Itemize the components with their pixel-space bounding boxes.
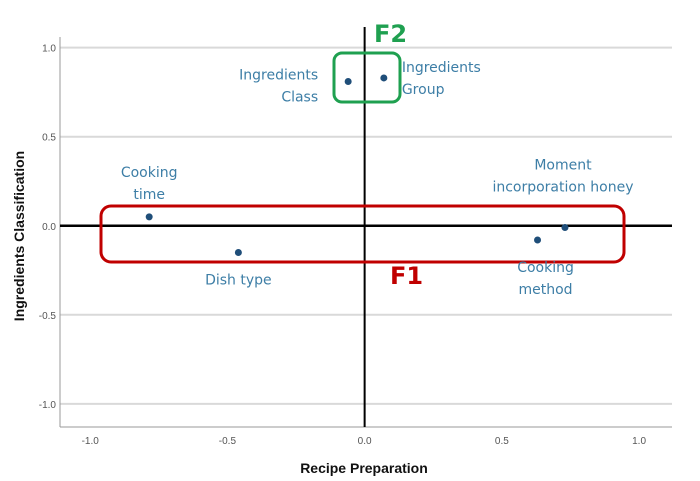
x-tick-label: 1.0 xyxy=(632,436,646,447)
data-point xyxy=(380,74,388,82)
point-label-line: Group xyxy=(402,82,445,98)
x-tick-label: -1.0 xyxy=(82,436,100,447)
point-label: Ingredients Class xyxy=(239,68,318,106)
data-points xyxy=(145,74,569,256)
point-label: Moment incorporation honey xyxy=(492,158,633,196)
point-label-line: Cooking xyxy=(517,260,574,276)
data-point xyxy=(534,236,542,244)
x-axis-label: Recipe Preparation xyxy=(300,460,428,476)
data-point xyxy=(561,224,569,232)
point-label-line: Class xyxy=(281,90,318,106)
y-tick-label: 0.5 xyxy=(42,133,56,144)
x-tick-label: 0.5 xyxy=(495,436,509,447)
point-label: Ingredients Group xyxy=(402,60,481,98)
point-label-line: incorporation honey xyxy=(492,180,633,196)
point-label: Cooking time xyxy=(121,165,178,203)
data-point xyxy=(344,78,352,86)
y-tick-labels: 1.0 0.5 0.0 -0.5 -1.0 xyxy=(39,44,57,411)
point-label: Cooking method xyxy=(517,260,574,298)
f1-highlight-box xyxy=(99,204,626,264)
point-label-line: Dish type xyxy=(205,272,272,288)
f2-highlight-box xyxy=(332,51,402,104)
x-tick-labels: -1.0 -0.5 0.0 0.5 1.0 xyxy=(82,436,647,447)
f1-annotation: F1 xyxy=(390,262,423,290)
point-label-line: time xyxy=(133,187,165,203)
point-label-line: Cooking xyxy=(121,165,178,181)
y-tick-label: -1.0 xyxy=(39,400,57,411)
point-label-line: method xyxy=(518,282,572,298)
gridlines xyxy=(60,46,672,405)
data-point xyxy=(234,248,242,256)
point-label-line: Moment xyxy=(534,158,592,174)
f2-annotation: F2 xyxy=(374,20,407,48)
y-axis-label: Ingredients Classification xyxy=(11,151,27,321)
point-label-line: Ingredients xyxy=(239,68,318,84)
axes xyxy=(59,27,672,428)
y-tick-label: 1.0 xyxy=(42,44,56,55)
x-tick-label: 0.0 xyxy=(358,436,372,447)
point-label-line: Ingredients xyxy=(402,60,481,76)
data-point xyxy=(145,213,153,221)
y-tick-label: 0.0 xyxy=(42,222,56,233)
point-label: Dish type xyxy=(205,272,272,288)
y-tick-label: -0.5 xyxy=(39,311,57,322)
x-tick-label: -0.5 xyxy=(219,436,237,447)
